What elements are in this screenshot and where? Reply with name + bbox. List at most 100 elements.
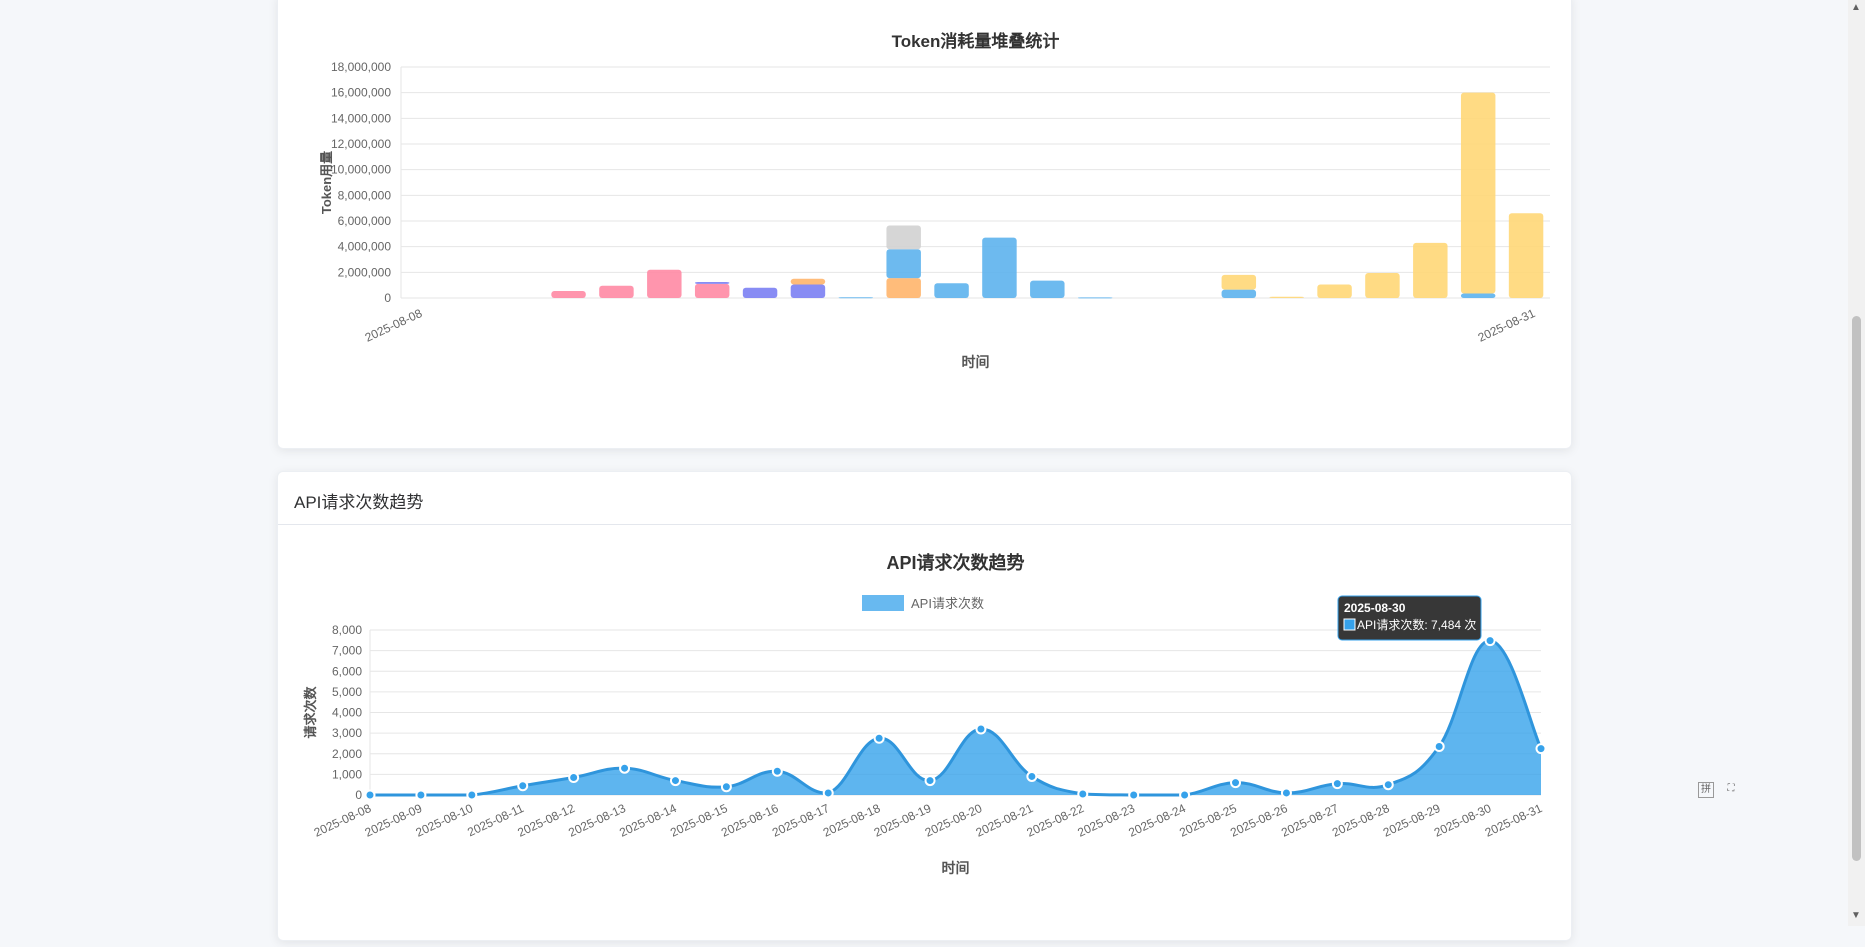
- x-tick-label: 2025-08-31: [1476, 306, 1538, 345]
- data-point: [1433, 741, 1445, 753]
- bar-segment: [1030, 280, 1065, 298]
- data-point: [822, 787, 834, 799]
- x-tick-label: 2025-08-22: [1024, 801, 1086, 840]
- pinyin-icon[interactable]: 拼: [1698, 782, 1714, 798]
- x-tick-label: 2025-08-27: [1279, 801, 1341, 840]
- x-tick-label: 2025-08-12: [515, 801, 577, 840]
- data-point: [1382, 779, 1394, 791]
- y-tick-label: 12,000,000: [331, 137, 391, 151]
- chart-title: Token消耗量堆叠统计: [892, 31, 1060, 51]
- x-tick-label: 2025-08-11: [465, 801, 526, 839]
- data-point: [1484, 635, 1496, 647]
- card-header-title: API请求次数趋势: [278, 472, 1571, 525]
- x-tick-label: 2025-08-24: [1126, 801, 1188, 840]
- x-tick-label: 2025-08-18: [821, 801, 883, 840]
- data-point: [720, 781, 732, 793]
- y-tick-label: 8,000: [332, 623, 362, 637]
- y-tick-label: 10,000,000: [331, 163, 391, 177]
- y-axis-title: Token用量: [319, 151, 334, 214]
- x-tick-label: 2025-08-15: [668, 801, 730, 840]
- data-point: [771, 765, 783, 777]
- data-point: [415, 789, 427, 801]
- data-point: [924, 775, 936, 787]
- bar-segment: [886, 225, 921, 250]
- data-point: [873, 732, 885, 744]
- bar-segment: [1460, 92, 1496, 294]
- bar-segment: [886, 249, 921, 279]
- bar-segment: [694, 281, 730, 284]
- bar-segment: [551, 290, 586, 298]
- data-point: [1535, 743, 1547, 755]
- x-tick-label: 2025-08-16: [719, 801, 781, 840]
- tooltip-body: API请求次数: 7,484 次: [1357, 617, 1476, 632]
- scroll-down-icon[interactable]: ▼: [1851, 910, 1861, 921]
- y-tick-label: 2,000,000: [338, 265, 392, 279]
- data-point: [1026, 770, 1038, 782]
- x-tick-label: 2025-08-19: [872, 801, 934, 840]
- x-tick-label: 2025-08-09: [363, 801, 425, 840]
- data-point: [1128, 789, 1140, 801]
- api-trend-chart: API请求次数趋势 API请求次数 8,000 7,000 6,000 5,000 4,00…: [303, 552, 1547, 876]
- y-tick-label: 0: [355, 788, 362, 802]
- data-point: [1230, 777, 1242, 789]
- y-tick-label: 14,000,000: [331, 111, 391, 125]
- area-fill: [370, 640, 1541, 795]
- x-tick-label: 2025-08-17: [770, 801, 832, 840]
- scroll-up-icon[interactable]: ▲: [1851, 2, 1861, 13]
- legend-label: API请求次数: [911, 596, 984, 611]
- x-tick-label: 2025-08-26: [1228, 801, 1290, 840]
- y-tick-label: 7,000: [332, 644, 362, 658]
- bar-segment: [1077, 297, 1113, 299]
- bar-segment: [694, 283, 730, 298]
- bar-segment: [934, 283, 969, 298]
- data-point: [1179, 789, 1191, 801]
- api-trend-card: API请求次数趋势 API请求次数趋势 API请求次数 8,000 7,000 6,00…: [277, 471, 1572, 941]
- y-tick-label: 4,000,000: [338, 240, 392, 254]
- y-tick-label: 4,000: [332, 706, 362, 720]
- tooltip-box: [1337, 595, 1482, 641]
- data-point: [619, 762, 631, 774]
- bar-segment: [982, 237, 1017, 298]
- bar-segment: [1508, 213, 1544, 298]
- x-tick-label: 2025-08-08: [312, 801, 374, 840]
- y-tick-label: 6,000,000: [338, 214, 392, 228]
- bar-segment: [1317, 284, 1352, 298]
- x-tick-label: 2025-08-21: [974, 801, 1036, 840]
- chart-title: API请求次数趋势: [886, 552, 1024, 573]
- tooltip-swatch: [1343, 618, 1356, 631]
- bar-segment: [790, 278, 826, 285]
- y-tick-label: 3,000: [332, 726, 362, 740]
- x-tick-label: 2025-08-10: [414, 801, 476, 840]
- x-axis-title: 时间: [962, 354, 990, 370]
- floating-toolbar: 拼 ⛶: [1698, 782, 1738, 798]
- y-tick-label: 8,000,000: [338, 188, 392, 202]
- y-tick-label: 0: [384, 291, 391, 305]
- data-point: [517, 780, 529, 792]
- data-point: [1280, 787, 1292, 799]
- token-stack-chart: Token消耗量堆叠统计 18,000,000 16,000,000 14,000,0…: [319, 31, 1550, 370]
- data-point: [466, 789, 478, 801]
- bar-segment: [1221, 274, 1257, 290]
- y-tick-label: 6,000: [332, 664, 362, 678]
- x-tick-label: 2025-08-31: [1483, 801, 1545, 840]
- bar-segment: [1221, 289, 1257, 298]
- expand-icon[interactable]: ⛶: [1727, 783, 1735, 794]
- x-tick-label: 2025-08-29: [1381, 801, 1443, 840]
- x-tick-label: 2025-08-13: [566, 801, 628, 840]
- data-point: [975, 723, 987, 735]
- bar-segment: [838, 297, 874, 299]
- y-tick-label: 5,000: [332, 685, 362, 699]
- data-point: [669, 775, 681, 787]
- bar-segment: [790, 284, 826, 298]
- bar-segment: [1269, 296, 1304, 298]
- y-axis-title: 请求次数: [303, 686, 318, 739]
- page-scrollbar[interactable]: ▲ ▼: [1848, 0, 1865, 926]
- data-point: [1331, 778, 1343, 790]
- scroll-thumb[interactable]: [1852, 316, 1861, 861]
- x-tick-label: 2025-08-08: [363, 306, 425, 345]
- tooltip-title: 2025-08-30: [1344, 601, 1406, 615]
- y-tick-label: 18,000,000: [331, 60, 391, 74]
- data-point: [568, 771, 580, 783]
- x-tick-label: 2025-08-20: [923, 801, 985, 840]
- x-tick-label: 2025-08-25: [1177, 801, 1239, 840]
